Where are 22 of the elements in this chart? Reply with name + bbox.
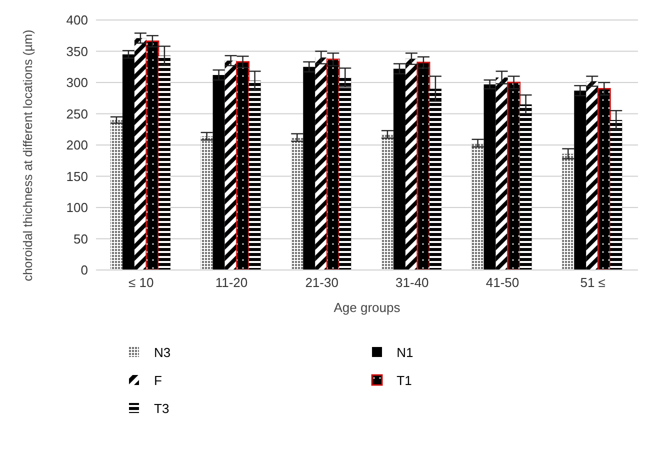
x-tick-label: ≤ 10: [128, 275, 154, 290]
y-tick-label: 350: [66, 44, 88, 59]
y-tick-label: 250: [66, 106, 88, 122]
x-axis-title: Age groups: [332, 300, 402, 315]
x-tick-label: 11-20: [215, 275, 248, 290]
y-axis-title: choroidal thichness at different locations (µm): [20, 28, 36, 283]
y-tick-label: 50: [74, 231, 88, 246]
y-tick-label: 100: [66, 200, 88, 216]
y-tick-label: 0: [80, 262, 88, 278]
x-tick-label: 21-30: [305, 275, 338, 290]
x-tick-label: 41-50: [486, 275, 520, 290]
y-tick-label: 200: [66, 138, 88, 153]
x-tick-label: 51 ≤: [580, 275, 606, 290]
y-tick-label: 400: [66, 12, 88, 28]
legend-label: N3: [154, 344, 171, 360]
y-tick-label: 300: [66, 75, 88, 90]
legend-label: T1: [396, 372, 412, 388]
legend-label: T3: [154, 400, 170, 416]
legend-label: N1: [396, 344, 414, 360]
x-tick-label: 31-40: [396, 275, 429, 290]
legend-label: F: [154, 372, 162, 388]
y-tick-label: 150: [66, 168, 88, 184]
